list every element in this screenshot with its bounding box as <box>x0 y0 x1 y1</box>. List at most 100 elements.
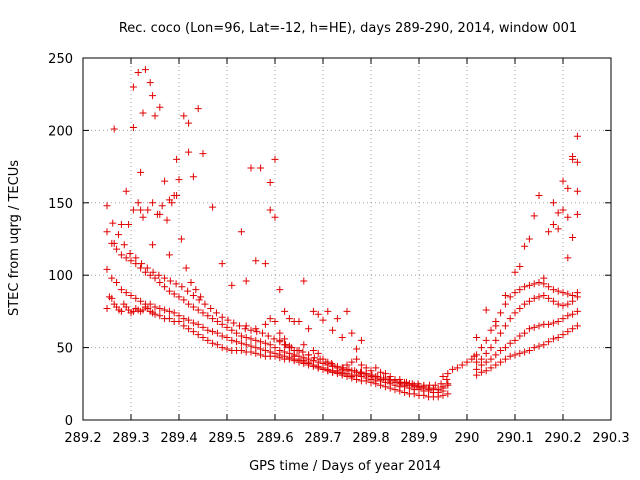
data-point <box>180 112 188 120</box>
data-point <box>261 339 269 347</box>
data-point <box>218 260 226 268</box>
data-point <box>185 300 193 308</box>
data-point <box>501 322 509 330</box>
series-11 <box>473 291 581 366</box>
data-point <box>126 249 134 257</box>
data-point <box>497 346 505 354</box>
data-point <box>506 293 514 301</box>
data-point <box>237 339 245 347</box>
data-point <box>559 302 567 310</box>
data-point <box>444 380 452 388</box>
data-point <box>516 286 524 294</box>
series-9 <box>473 322 581 379</box>
data-point <box>470 352 478 360</box>
y-axis-label: STEC from uqrg / TECUs <box>7 160 22 316</box>
data-point <box>530 212 538 220</box>
data-point <box>151 303 159 311</box>
data-point <box>487 326 495 334</box>
data-point <box>319 316 327 324</box>
data-point <box>213 318 221 326</box>
data-point <box>564 254 572 262</box>
data-point <box>218 332 226 340</box>
data-point <box>180 315 188 323</box>
x-tick-label: 289.6 <box>256 431 293 446</box>
data-point <box>535 342 543 350</box>
data-point <box>175 176 183 184</box>
data-point <box>165 315 173 323</box>
data-point <box>324 307 332 315</box>
data-point <box>146 271 154 279</box>
data-point <box>525 346 533 354</box>
data-point <box>276 286 284 294</box>
data-point <box>271 155 279 163</box>
series-7 <box>242 315 423 391</box>
data-point <box>300 341 308 349</box>
data-point <box>199 309 207 317</box>
data-point <box>324 358 332 366</box>
data-point <box>521 329 529 337</box>
data-point <box>125 221 133 229</box>
data-point <box>223 333 231 341</box>
data-point <box>295 318 303 326</box>
data-point <box>506 352 514 360</box>
data-point <box>228 336 236 344</box>
data-point <box>516 263 524 271</box>
data-point <box>146 300 154 308</box>
y-tick-label: 50 <box>56 342 73 357</box>
data-point <box>525 297 533 305</box>
data-point <box>110 125 118 133</box>
data-point <box>257 345 265 353</box>
data-point <box>497 329 505 337</box>
data-point <box>189 328 197 336</box>
data-point <box>348 358 356 366</box>
data-point <box>516 305 524 313</box>
data-point <box>525 235 533 243</box>
data-point <box>132 254 140 262</box>
data-point <box>345 365 353 373</box>
data-point <box>310 354 318 362</box>
data-point <box>492 351 500 359</box>
data-point <box>314 349 322 357</box>
data-point <box>194 331 202 339</box>
data-point <box>372 364 380 372</box>
data-point <box>180 322 188 330</box>
data-point <box>252 257 260 265</box>
data-point <box>149 92 157 100</box>
data-point <box>134 199 142 207</box>
data-point <box>492 361 500 369</box>
x-tick-label: 289.3 <box>112 431 149 446</box>
data-point <box>199 333 207 341</box>
data-point <box>276 336 284 344</box>
data-point <box>559 177 567 185</box>
data-point <box>338 370 346 378</box>
data-point <box>242 322 250 330</box>
data-point <box>497 309 505 317</box>
data-point <box>487 355 495 363</box>
series-15 <box>439 352 478 381</box>
data-point <box>185 119 193 127</box>
data-point <box>146 79 154 87</box>
data-point <box>559 315 567 323</box>
data-point <box>357 336 365 344</box>
data-point <box>113 245 121 253</box>
data-point <box>129 206 137 214</box>
data-point <box>357 361 365 369</box>
data-point <box>266 206 274 214</box>
series-13 <box>473 132 581 341</box>
data-point <box>569 325 577 333</box>
data-point <box>281 307 289 315</box>
data-point <box>564 300 572 308</box>
data-point <box>573 322 581 330</box>
data-point <box>487 344 495 352</box>
data-point <box>564 184 572 192</box>
data-point <box>223 345 231 353</box>
data-point <box>309 307 317 315</box>
data-point <box>549 297 557 305</box>
data-point <box>261 260 269 268</box>
data-point <box>516 332 524 340</box>
data-point <box>482 358 490 366</box>
data-point <box>477 368 485 376</box>
data-point <box>353 345 361 353</box>
data-point <box>199 150 207 158</box>
